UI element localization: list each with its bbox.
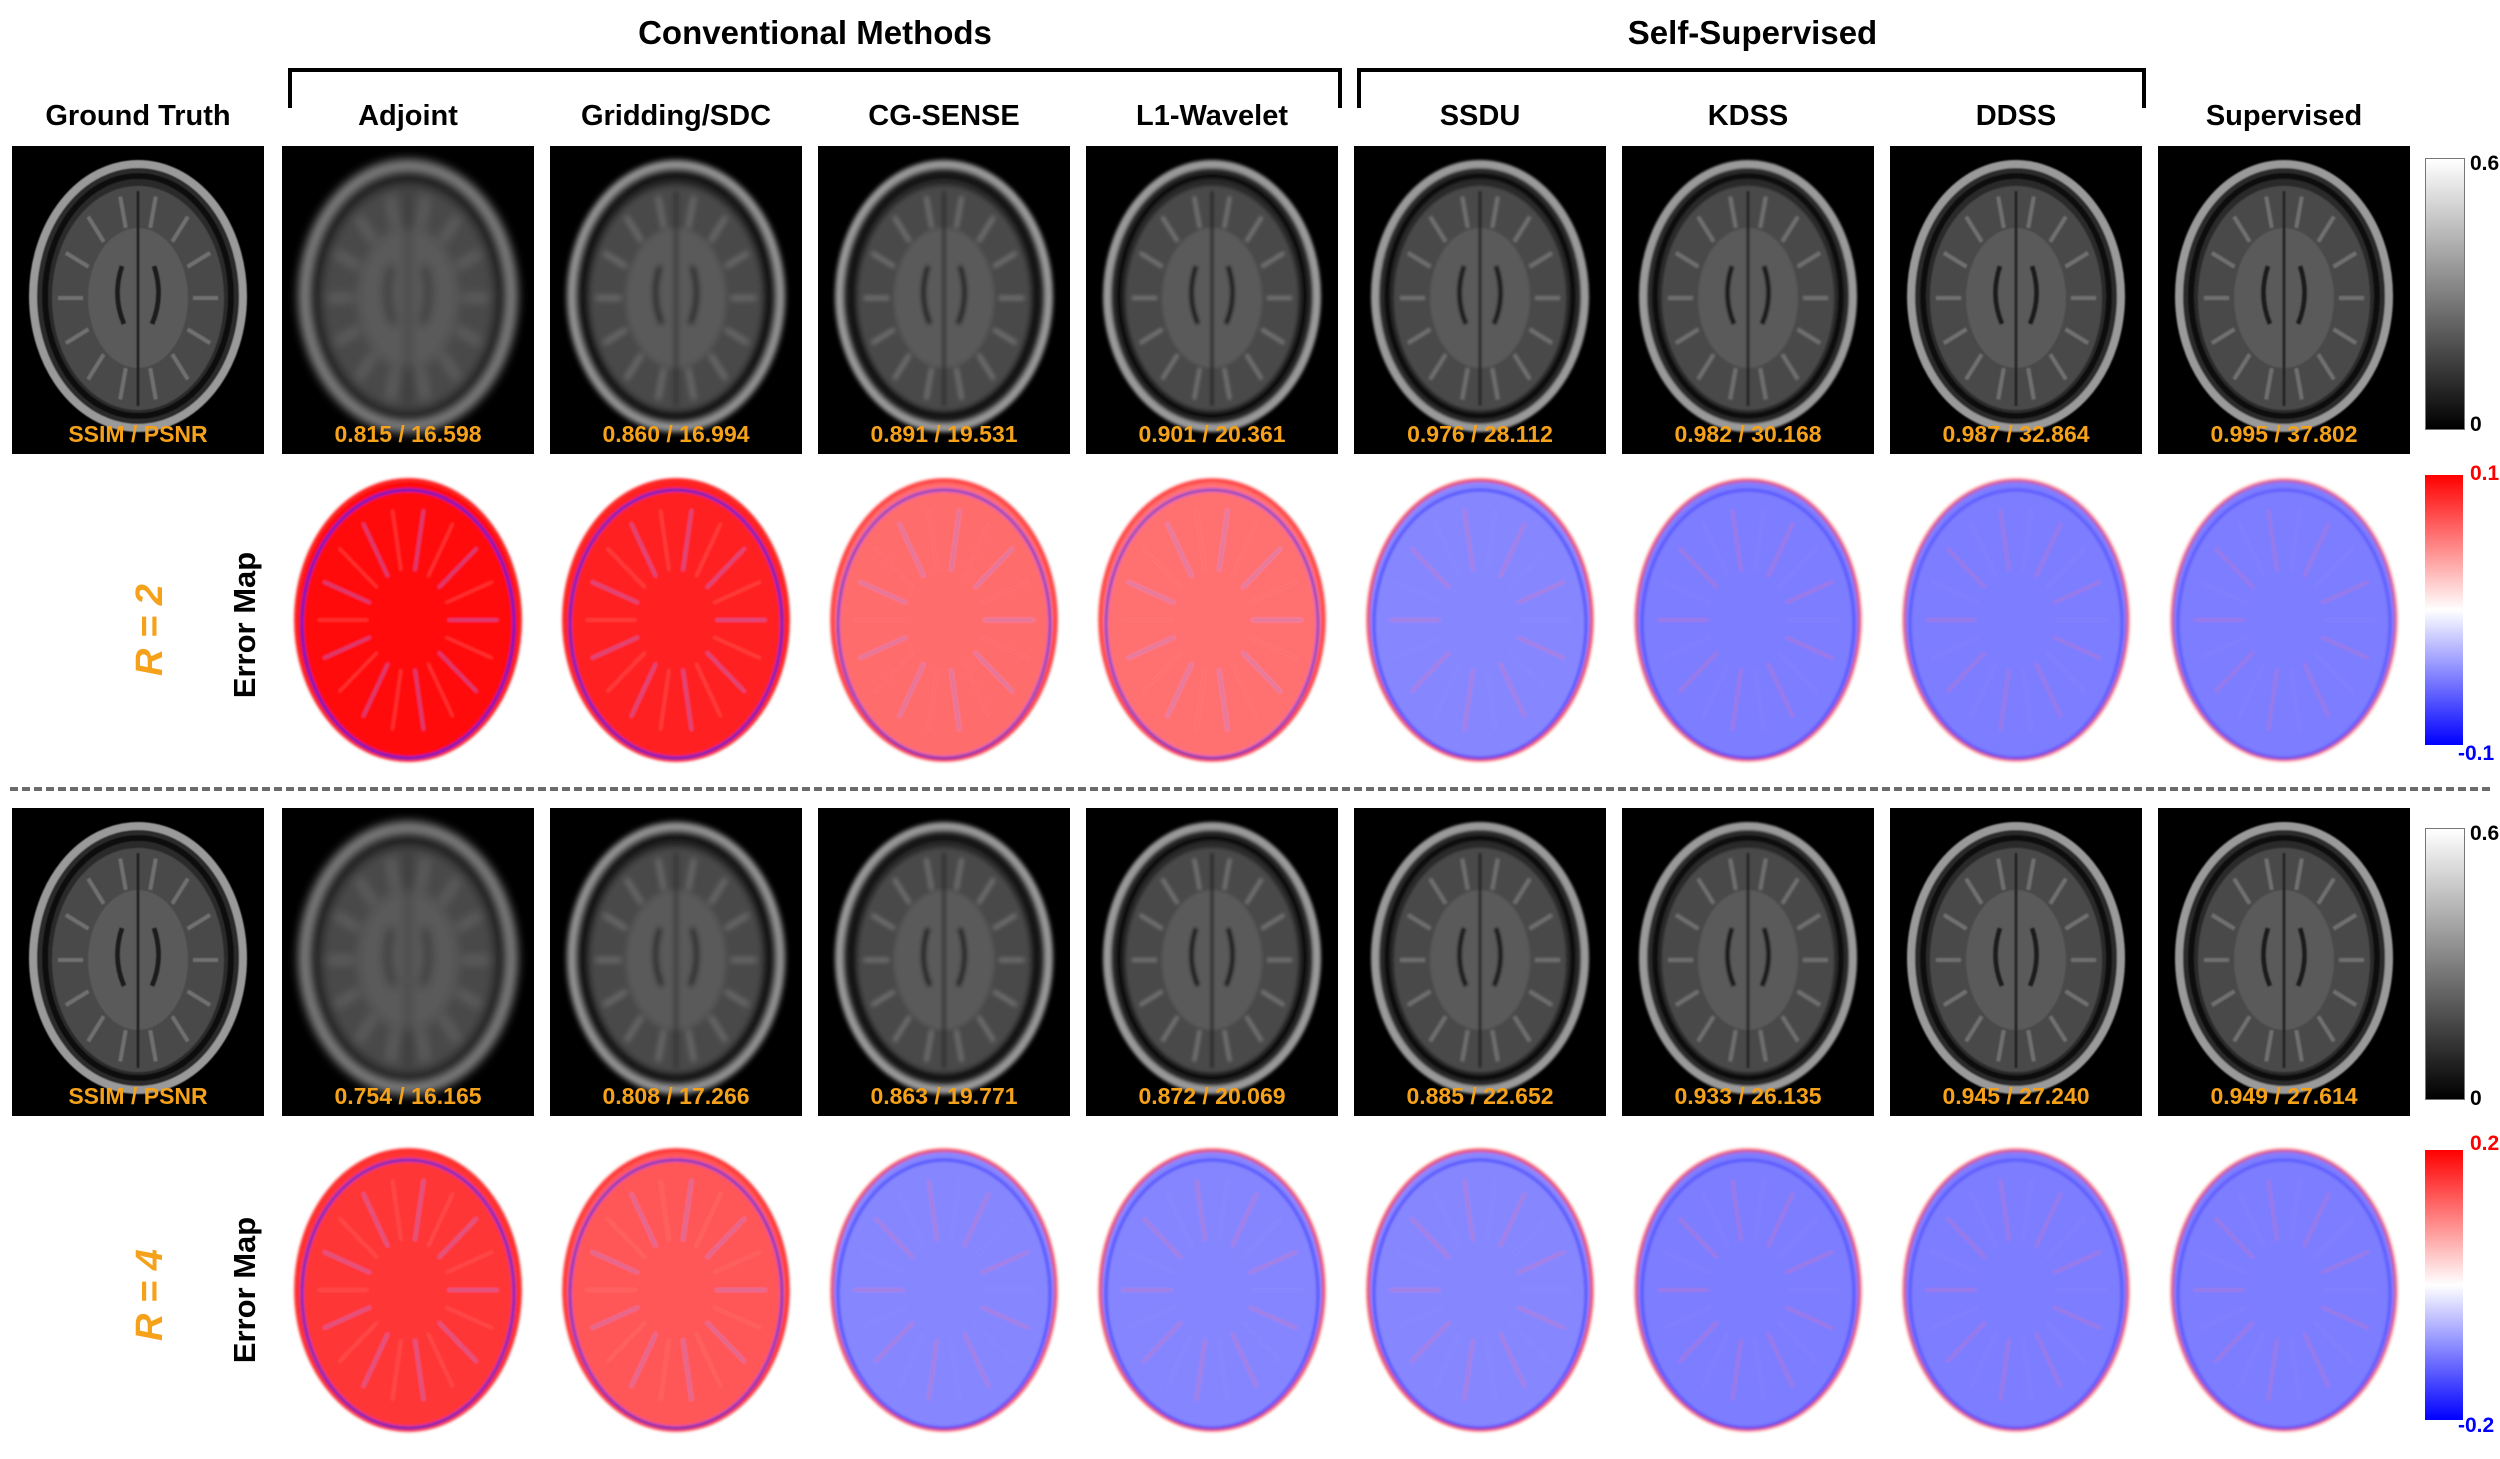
metric-value: 0.815 / 16.598 xyxy=(334,421,482,447)
column-header-ground-truth: Ground Truth xyxy=(45,100,231,132)
error-map-r4-ddss xyxy=(1890,1130,2142,1450)
column-header-ssdu: SSDU xyxy=(1439,100,1521,132)
mri-image-r4-ground-truth: SSIM / PSNR xyxy=(12,808,264,1116)
colorbar-gray-r2-min: 0 xyxy=(2470,413,2482,436)
colorbar-error-r4-min: -0.2 xyxy=(2458,1414,2495,1437)
metric-value: 0.987 / 32.864 xyxy=(1942,421,2090,447)
colorbar-error-r4 xyxy=(2425,1150,2463,1420)
mri-image-r2-adjoint: 0.815 / 16.598 xyxy=(282,146,534,454)
mri-image-r2-l1-wavelet: 0.901 / 20.361 xyxy=(1086,146,1338,454)
mri-image-r2-cg-sense: 0.891 / 19.531 xyxy=(818,146,1070,454)
error-map-r2-gridding-sdc xyxy=(550,460,802,780)
metric-value: 0.885 / 22.652 xyxy=(1406,1083,1554,1109)
column-header-ddss: DDSS xyxy=(1975,100,2057,132)
column-header-l1-wavelet: L1-Wavelet xyxy=(1135,100,1289,132)
mri-image-r4-ssdu: 0.885 / 22.652 xyxy=(1354,808,1606,1116)
colorbar-gray-r4 xyxy=(2425,828,2465,1100)
metric-value: 0.891 / 19.531 xyxy=(870,421,1018,447)
metric-value: 0.945 / 27.240 xyxy=(1942,1083,2090,1109)
metric-header: SSIM / PSNR xyxy=(68,421,208,447)
mri-image-r2-gridding-sdc: 0.860 / 16.994 xyxy=(550,146,802,454)
colorbar-gray-r4-max: 0.6 xyxy=(2470,822,2500,845)
metric-value: 0.949 / 27.614 xyxy=(2210,1083,2358,1109)
mri-image-r4-l1-wavelet: 0.872 / 20.069 xyxy=(1086,808,1338,1116)
mri-image-r4-supervised: 0.949 / 27.614 xyxy=(2158,808,2410,1116)
metric-header: SSIM / PSNR xyxy=(68,1083,208,1109)
bracket-self-supervised xyxy=(1357,68,2146,108)
row-divider xyxy=(10,787,2490,791)
metric-value: 0.933 / 26.135 xyxy=(1674,1083,1822,1109)
error-map-r4-cg-sense xyxy=(818,1130,1070,1450)
error-map-r2-supervised xyxy=(2158,460,2410,780)
colorbar-gray-r4-min: 0 xyxy=(2470,1087,2482,1110)
metric-value: 0.860 / 16.994 xyxy=(602,421,750,447)
column-header-kdss: KDSS xyxy=(1707,100,1789,132)
error-map-r2-l1-wavelet xyxy=(1086,460,1338,780)
colorbar-error-r2-max: 0.1 xyxy=(2470,462,2500,485)
colorbar-error-r2-min: -0.1 xyxy=(2458,742,2495,765)
colorbar-gray-r2-max: 0.6 xyxy=(2470,152,2500,175)
mri-image-r2-ddss: 0.987 / 32.864 xyxy=(1890,146,2142,454)
error-map-r2-ddss xyxy=(1890,460,2142,780)
colorbar-error-r4-max: 0.2 xyxy=(2470,1132,2500,1155)
r2-label: R = 2 xyxy=(129,584,171,676)
error-map-r4-adjoint xyxy=(282,1130,534,1450)
group-title-self-supervised: Self-Supervised xyxy=(1627,14,1878,51)
metric-value: 0.863 / 19.771 xyxy=(870,1083,1018,1109)
colorbar-error-r2 xyxy=(2425,475,2463,745)
error-map-r4-ssdu xyxy=(1354,1130,1606,1450)
mri-image-r4-gridding-sdc: 0.808 / 17.266 xyxy=(550,808,802,1116)
mri-image-r4-cg-sense: 0.863 / 19.771 xyxy=(818,808,1070,1116)
error-map-r4-kdss xyxy=(1622,1130,1874,1450)
metric-value: 0.995 / 37.802 xyxy=(2210,421,2358,447)
error-map-r2-kdss xyxy=(1622,460,1874,780)
error-map-r4-gridding-sdc xyxy=(550,1130,802,1450)
error-map-r4-l1-wavelet xyxy=(1086,1130,1338,1450)
error-map-r2-adjoint xyxy=(282,460,534,780)
colorbar-gray-r2 xyxy=(2425,158,2465,430)
metric-value: 0.754 / 16.165 xyxy=(334,1083,482,1109)
mri-image-r2-ground-truth: SSIM / PSNR xyxy=(12,146,264,454)
metric-value: 0.976 / 28.112 xyxy=(1407,421,1553,447)
bracket-conventional xyxy=(288,68,1342,108)
error-map-r2-ssdu xyxy=(1354,460,1606,780)
mri-image-r2-ssdu: 0.976 / 28.112 xyxy=(1354,146,1606,454)
mri-image-r2-kdss: 0.982 / 30.168 xyxy=(1622,146,1874,454)
metric-value: 0.982 / 30.168 xyxy=(1674,421,1822,447)
mri-image-r4-kdss: 0.933 / 26.135 xyxy=(1622,808,1874,1116)
mri-image-r4-ddss: 0.945 / 27.240 xyxy=(1890,808,2142,1116)
error-map-r4-supervised xyxy=(2158,1130,2410,1450)
metric-value: 0.872 / 20.069 xyxy=(1138,1083,1286,1109)
error-map-r2-cg-sense xyxy=(818,460,1070,780)
r2-error-map-label: Error Map xyxy=(227,551,262,699)
mri-image-r2-supervised: 0.995 / 37.802 xyxy=(2158,146,2410,454)
column-header-cg-sense: CG-SENSE xyxy=(868,100,1020,132)
column-header-gridding-sdc: Gridding/SDC xyxy=(580,100,772,132)
metric-value: 0.808 / 17.266 xyxy=(602,1083,750,1109)
r4-error-map-label: Error Map xyxy=(227,1216,262,1364)
mri-image-r4-adjoint: 0.754 / 16.165 xyxy=(282,808,534,1116)
column-header-adjoint: Adjoint xyxy=(358,100,458,132)
column-header-supervised: Supervised xyxy=(2205,100,2363,132)
metric-value: 0.901 / 20.361 xyxy=(1138,421,1286,447)
r4-label: R = 4 xyxy=(129,1249,171,1341)
group-title-conventional: Conventional Methods xyxy=(638,14,992,51)
